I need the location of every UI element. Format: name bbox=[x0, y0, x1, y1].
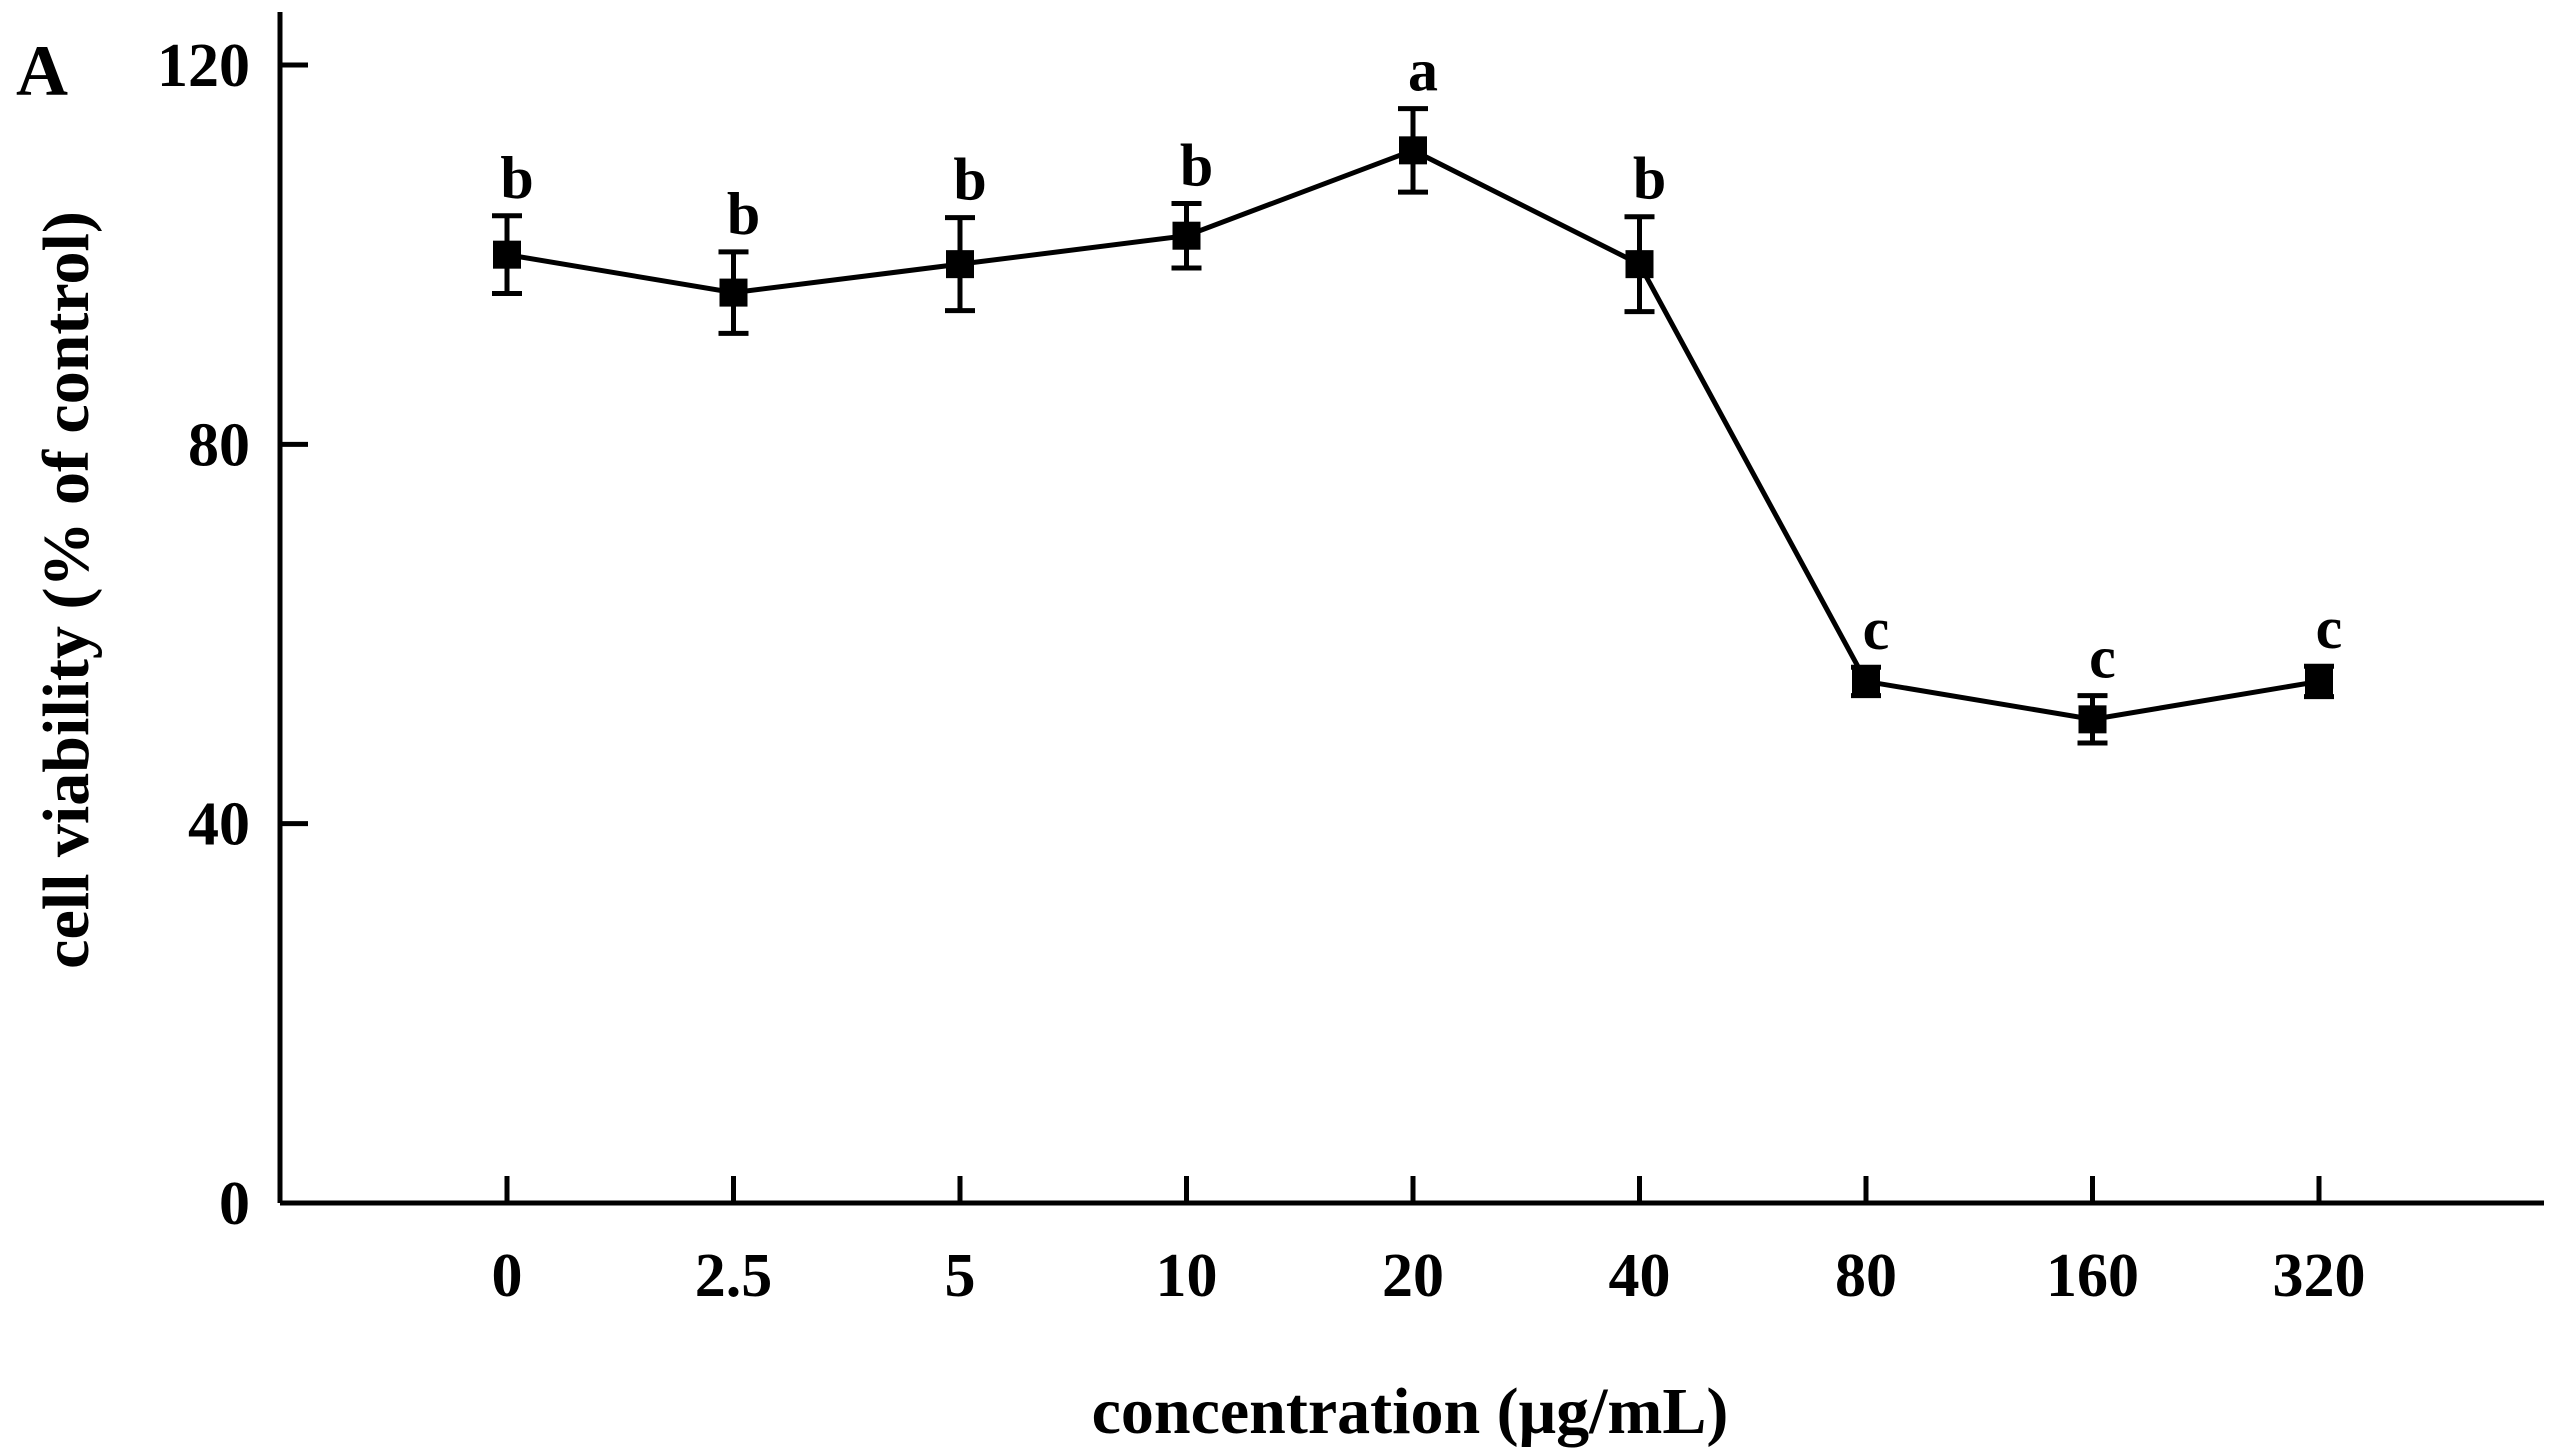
x-tick-label-8: 320 bbox=[2273, 1242, 2366, 1310]
data-point-5 bbox=[1625, 250, 1654, 279]
x-tick-label-7: 160 bbox=[2046, 1242, 2139, 1310]
y-tick-label-3: 120 bbox=[157, 32, 250, 100]
series-line bbox=[506, 147, 2320, 722]
y-tick-label-0: 0 bbox=[219, 1170, 250, 1238]
x-tick-label-2: 5 bbox=[945, 1242, 976, 1310]
significance-label-5: b bbox=[1633, 146, 1666, 212]
data-point-8 bbox=[2305, 667, 2333, 696]
significance-label-4: a bbox=[1408, 38, 1438, 104]
x-tick-label-0: 0 bbox=[492, 1242, 523, 1310]
data-point-1 bbox=[719, 278, 748, 307]
y-tick-label-2: 80 bbox=[188, 411, 250, 479]
x-axis-title: concentration (μg/mL) bbox=[1092, 1375, 1729, 1448]
significance-label-2: b bbox=[953, 147, 986, 213]
x-tick-label-6: 80 bbox=[1835, 1242, 1897, 1310]
data-point-7 bbox=[2078, 705, 2107, 734]
significance-label-0: b bbox=[500, 145, 533, 211]
x-ticks: 0 2.5 5 10 20 40 80 160 320 bbox=[492, 1176, 2366, 1310]
data-point-6 bbox=[1852, 667, 1880, 696]
significance-label-3: b bbox=[1180, 132, 1213, 198]
significance-label-8: c bbox=[2316, 595, 2343, 661]
significance-label-1: b bbox=[727, 181, 760, 247]
series: b b b b a b c c c bbox=[492, 38, 2343, 746]
y-axis-title: cell viability (% of control) bbox=[30, 211, 103, 969]
y-tick-label-1: 40 bbox=[188, 791, 250, 859]
data-point-3 bbox=[1172, 221, 1201, 250]
x-tick-label-5: 40 bbox=[1609, 1242, 1671, 1310]
significance-label-6: c bbox=[1863, 596, 1890, 662]
x-tick-label-4: 20 bbox=[1382, 1242, 1444, 1310]
significance-label-7: c bbox=[2089, 625, 2116, 691]
x-tick-label-1: 2.5 bbox=[695, 1242, 773, 1310]
y-ticks: 0 40 80 120 bbox=[157, 32, 308, 1238]
data-point-2 bbox=[946, 250, 974, 279]
panel-label: A bbox=[16, 31, 68, 111]
data-point-0 bbox=[493, 240, 521, 269]
x-tick-label-3: 10 bbox=[1156, 1242, 1218, 1310]
data-point-4 bbox=[1399, 136, 1427, 165]
